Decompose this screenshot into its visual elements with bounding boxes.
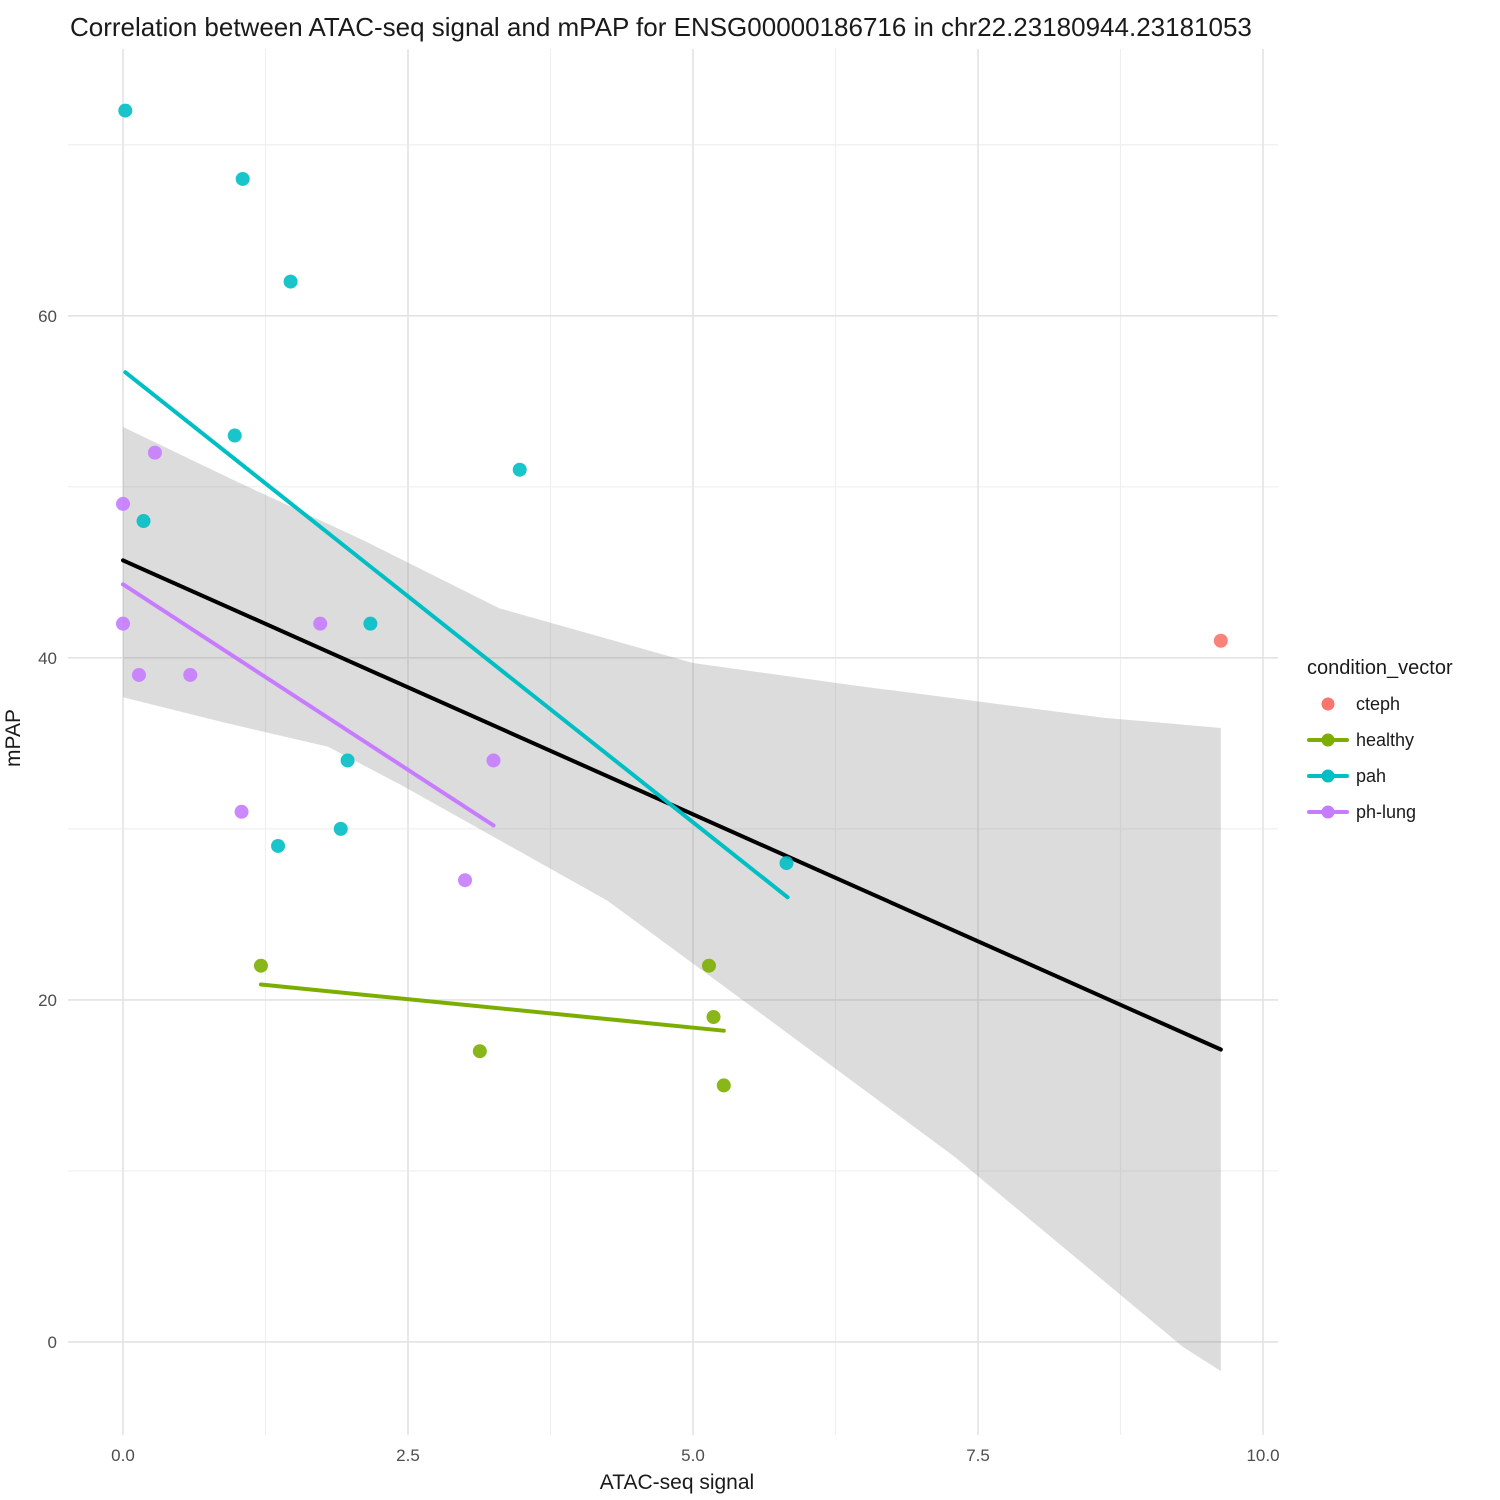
point-healthy	[706, 1010, 721, 1025]
point-pah	[136, 514, 151, 529]
data-points	[116, 103, 1228, 1093]
y-axis-title: mPAP	[2, 709, 25, 767]
point-ph-lung	[458, 873, 473, 888]
y-tick-label: 0	[48, 1333, 57, 1352]
x-axis-title: ATAC-seq signal	[600, 1471, 754, 1494]
trend-lines	[121, 370, 1223, 1052]
x-tick-label: 10.0	[1246, 1446, 1279, 1465]
point-pah	[512, 462, 527, 477]
trend-line-ph-lung	[121, 582, 496, 828]
point-pah	[118, 103, 133, 118]
point-healthy	[701, 958, 716, 973]
legend-item-healthy: healthy	[1307, 730, 1414, 750]
point-pah	[340, 753, 355, 768]
point-pah	[271, 838, 286, 853]
point-ph-lung	[234, 804, 249, 819]
legend-item-label: cteph	[1356, 694, 1400, 714]
point-pah	[779, 856, 794, 871]
legend-point-icon	[1321, 733, 1335, 747]
point-ph-lung	[147, 445, 162, 460]
x-tick-label: 5.0	[681, 1446, 705, 1465]
legend-point-icon	[1321, 805, 1335, 819]
legend-item-label: pah	[1356, 766, 1386, 786]
legend-item-pah: pah	[1307, 766, 1386, 786]
legend-title: condition_vector	[1307, 657, 1453, 679]
x-tick-label: 2.5	[396, 1446, 420, 1465]
point-healthy	[716, 1078, 731, 1093]
y-tick-label: 60	[38, 307, 57, 326]
x-tick-label: 0.0	[111, 1446, 135, 1465]
legend-item-ph-lung: ph-lung	[1307, 802, 1416, 822]
point-pah	[333, 821, 348, 836]
point-ph-lung	[116, 616, 131, 631]
legend-point-icon	[1321, 769, 1335, 783]
point-healthy	[253, 958, 268, 973]
point-ph-lung	[486, 753, 501, 768]
confidence-band-area	[123, 426, 1221, 1372]
trend-line-pah	[123, 370, 790, 900]
legend-point-icon	[1321, 697, 1335, 711]
point-pah	[235, 171, 250, 186]
point-healthy	[472, 1044, 487, 1059]
legend-items: cteph healthy pah ph-lung	[1307, 694, 1416, 822]
confidence-band	[123, 426, 1221, 1372]
legend-item-label: ph-lung	[1356, 802, 1416, 822]
point-ph-lung	[131, 667, 146, 682]
point-pah	[227, 428, 242, 443]
y-tick-label: 20	[38, 991, 57, 1010]
legend: condition_vector cteph healthy pah ph-lung	[1307, 657, 1453, 822]
point-pah	[283, 274, 298, 289]
trend-line-healthy	[258, 982, 726, 1033]
y-tick-label: 40	[38, 649, 57, 668]
point-cteph	[1213, 633, 1228, 648]
point-ph-lung	[116, 496, 131, 511]
legend-item-label: healthy	[1356, 730, 1414, 750]
x-axis-tick-labels: 0.0 2.5 5.0 7.5 10.0	[111, 1446, 1279, 1465]
gridlines-major	[68, 49, 1278, 1435]
point-ph-lung	[183, 667, 198, 682]
point-pah	[363, 616, 378, 631]
legend-item-cteph: cteph	[1321, 694, 1400, 714]
x-tick-label: 7.5	[966, 1446, 990, 1465]
point-ph-lung	[313, 616, 328, 631]
plot-title: Correlation between ATAC-seq signal and …	[70, 12, 1252, 42]
y-axis-tick-labels: 0 20 40 60	[38, 307, 57, 1352]
